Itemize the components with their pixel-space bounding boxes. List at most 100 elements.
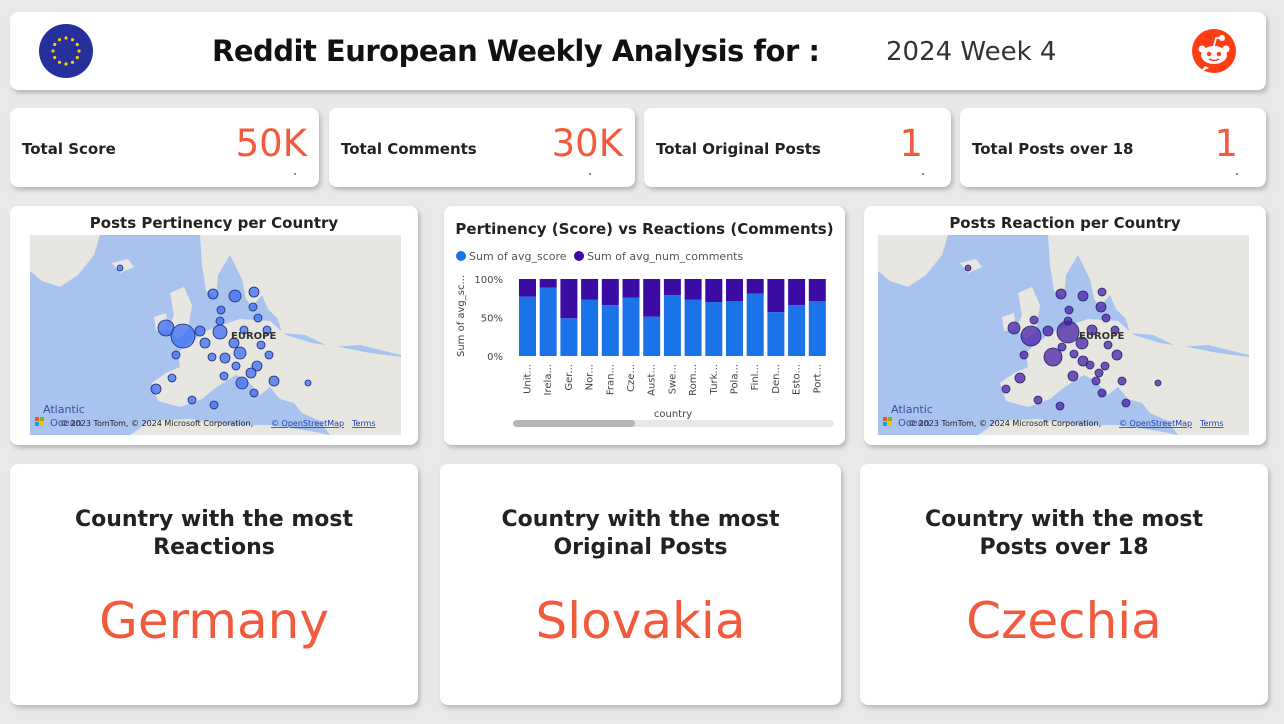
bar-comments-9[interactable] bbox=[705, 279, 723, 303]
country-bubble[interactable] bbox=[248, 286, 260, 298]
bar-score-7[interactable] bbox=[663, 295, 681, 356]
country-bubble[interactable] bbox=[194, 325, 206, 337]
country-bubble[interactable] bbox=[256, 340, 266, 350]
country-bubble[interactable] bbox=[1085, 360, 1095, 370]
country-bubble[interactable] bbox=[187, 395, 197, 405]
country-bubble[interactable] bbox=[1014, 372, 1026, 384]
country-bubble[interactable] bbox=[235, 376, 249, 390]
country-bubble[interactable] bbox=[1103, 340, 1113, 350]
country-bubble[interactable] bbox=[150, 383, 162, 395]
country-bubble[interactable] bbox=[1043, 347, 1063, 367]
country-bubble[interactable] bbox=[268, 375, 280, 387]
country-bubble[interactable] bbox=[264, 350, 274, 360]
europe-map-reaction[interactable]: EUROPE Atlantic Ocean © 2023 TomTom, © 2… bbox=[878, 235, 1249, 435]
bar-score-1[interactable] bbox=[539, 287, 557, 356]
bar-score-3[interactable] bbox=[581, 299, 599, 356]
country-bubble[interactable] bbox=[216, 305, 226, 315]
country-bubble[interactable] bbox=[245, 367, 257, 379]
country-bubble[interactable] bbox=[1091, 376, 1101, 386]
week-selector-value[interactable]: 2024 Week 4 bbox=[886, 37, 1057, 67]
chart-scrollbar-thumb[interactable] bbox=[513, 420, 635, 427]
country-bubble[interactable] bbox=[212, 324, 228, 340]
country-bubble[interactable] bbox=[1055, 401, 1065, 411]
country-bubble[interactable] bbox=[1063, 316, 1073, 326]
country-bubble[interactable] bbox=[253, 313, 263, 323]
bar-comments-11[interactable] bbox=[746, 279, 764, 294]
country-bubble[interactable] bbox=[1055, 288, 1067, 300]
country-bubble[interactable] bbox=[964, 264, 972, 272]
country-bubble[interactable] bbox=[1097, 388, 1107, 398]
country-bubble[interactable] bbox=[239, 325, 249, 335]
country-bubble[interactable] bbox=[171, 350, 181, 360]
country-bubble[interactable] bbox=[1019, 350, 1029, 360]
bar-comments-0[interactable] bbox=[519, 279, 536, 297]
bar-score-11[interactable] bbox=[746, 293, 764, 356]
country-bubble[interactable] bbox=[228, 289, 242, 303]
country-bubble[interactable] bbox=[1094, 368, 1104, 378]
bar-comments-6[interactable] bbox=[643, 279, 661, 317]
country-bubble[interactable] bbox=[199, 337, 211, 349]
country-bubble[interactable] bbox=[1075, 336, 1089, 350]
country-bubble[interactable] bbox=[1095, 301, 1107, 313]
country-bubble[interactable] bbox=[1100, 361, 1110, 371]
bar-score-5[interactable] bbox=[622, 297, 640, 356]
country-bubble[interactable] bbox=[249, 388, 259, 398]
country-bubble[interactable] bbox=[228, 337, 240, 349]
country-bubble[interactable] bbox=[207, 288, 219, 300]
country-bubble[interactable] bbox=[1117, 376, 1127, 386]
bar-score-2[interactable] bbox=[560, 318, 578, 356]
country-bubble[interactable] bbox=[1110, 325, 1120, 335]
country-bubble[interactable] bbox=[251, 360, 263, 372]
country-bubble[interactable] bbox=[1067, 370, 1079, 382]
country-bubble[interactable] bbox=[167, 373, 177, 383]
country-bubble[interactable] bbox=[207, 352, 217, 362]
bar-score-13[interactable] bbox=[788, 305, 806, 356]
bar-comments-8[interactable] bbox=[684, 279, 702, 300]
country-bubble[interactable] bbox=[209, 400, 219, 410]
country-bubble[interactable] bbox=[1077, 355, 1089, 367]
country-bubble[interactable] bbox=[219, 352, 231, 364]
country-bubble[interactable] bbox=[1101, 313, 1111, 323]
country-bubble[interactable] bbox=[1007, 321, 1021, 335]
country-bubble[interactable] bbox=[170, 323, 196, 349]
bar-score-10[interactable] bbox=[726, 301, 743, 356]
bar-comments-10[interactable] bbox=[726, 279, 743, 302]
bar-comments-2[interactable] bbox=[560, 279, 578, 319]
country-bubble[interactable] bbox=[1086, 324, 1098, 336]
country-bubble[interactable] bbox=[1020, 325, 1042, 347]
country-bubble[interactable] bbox=[1029, 315, 1039, 325]
legend-item-score[interactable]: Sum of avg_score bbox=[469, 250, 567, 263]
country-bubble[interactable] bbox=[116, 264, 124, 272]
bar-comments-4[interactable] bbox=[601, 279, 619, 306]
country-bubble[interactable] bbox=[215, 316, 225, 326]
country-bubble[interactable] bbox=[1121, 398, 1131, 408]
country-bubble[interactable] bbox=[1033, 395, 1043, 405]
terms-link[interactable]: Terms bbox=[1199, 419, 1224, 428]
bar-comments-1[interactable] bbox=[539, 279, 557, 288]
country-bubble[interactable] bbox=[231, 361, 241, 371]
country-bubble[interactable] bbox=[1097, 287, 1107, 297]
country-bubble[interactable] bbox=[1042, 325, 1054, 337]
stacked-bar-chart[interactable]: Sum of avg_sc... country 0% 50% 100% Unit.… bbox=[444, 206, 845, 445]
terms-link[interactable]: Terms bbox=[351, 419, 376, 428]
bar-comments-12[interactable] bbox=[767, 279, 785, 313]
country-bubble[interactable] bbox=[1111, 349, 1123, 361]
country-bubble[interactable] bbox=[262, 325, 272, 335]
bar-comments-7[interactable] bbox=[663, 279, 681, 296]
bar-comments-13[interactable] bbox=[788, 279, 806, 306]
country-bubble[interactable] bbox=[1057, 342, 1067, 352]
osm-link[interactable]: © OpenStreetMap bbox=[271, 419, 344, 428]
country-bubble[interactable] bbox=[248, 302, 258, 312]
country-bubble[interactable] bbox=[233, 346, 247, 360]
country-bubble[interactable] bbox=[1077, 290, 1089, 302]
europe-map-pertinency[interactable]: EUROPE Atlantic Ocean © 2023 TomTom, © 2… bbox=[30, 235, 401, 435]
osm-link[interactable]: © OpenStreetMap bbox=[1119, 419, 1192, 428]
bar-comments-14[interactable] bbox=[808, 279, 826, 302]
country-bubble[interactable] bbox=[1069, 349, 1079, 359]
bar-score-4[interactable] bbox=[601, 305, 619, 356]
bar-score-9[interactable] bbox=[705, 302, 723, 356]
country-bubble[interactable] bbox=[1154, 379, 1162, 387]
country-bubble[interactable] bbox=[304, 379, 312, 387]
country-bubble[interactable] bbox=[1064, 305, 1074, 315]
country-bubble[interactable] bbox=[1001, 384, 1011, 394]
